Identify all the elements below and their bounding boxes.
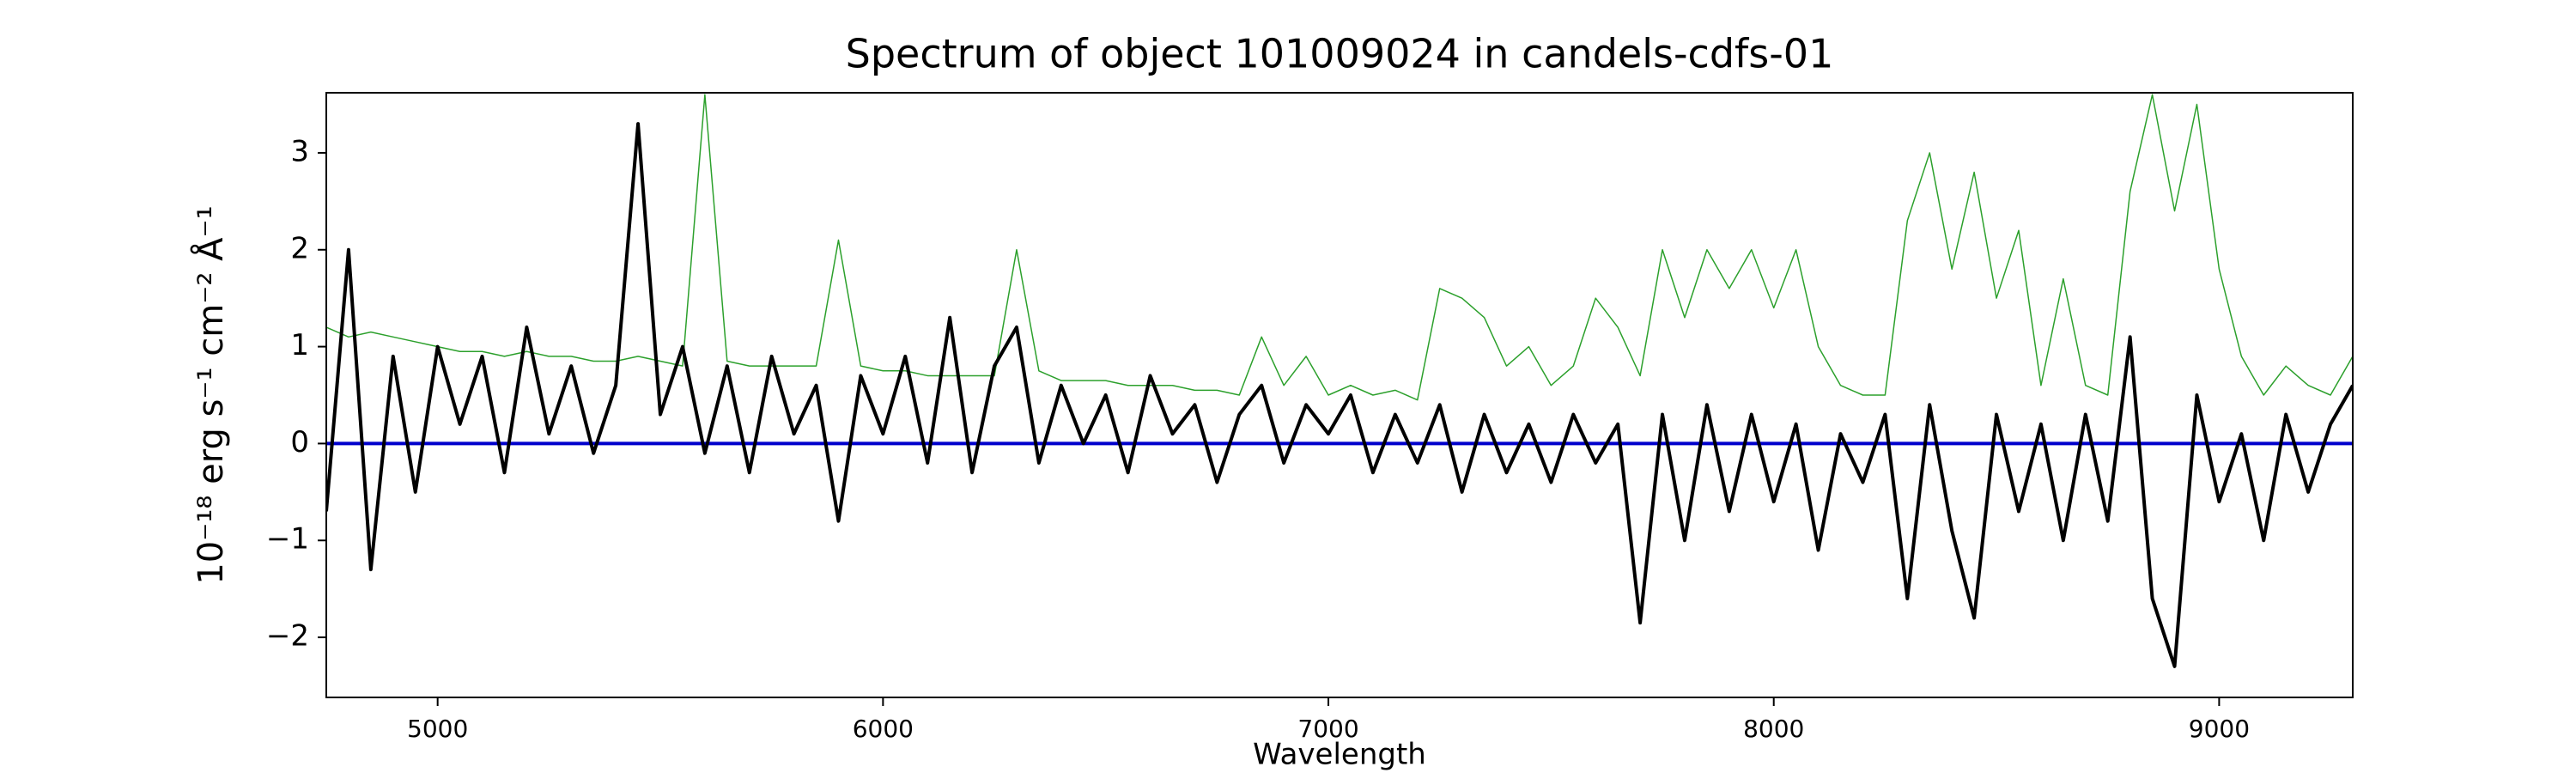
plot-area [326, 94, 2353, 668]
x-tick-label: 8000 [1743, 715, 1804, 743]
chart-title: Spectrum of object 101009024 in candels-… [846, 31, 1834, 77]
y-tick-label: 3 [290, 134, 309, 168]
x-axis-label: Wavelength [1253, 738, 1426, 772]
y-tick-label: −1 [266, 522, 309, 557]
x-tick-label: 5000 [407, 715, 468, 743]
y-axis-label: 10⁻¹⁸ erg s⁻¹ cm⁻² Å⁻¹ [190, 205, 231, 584]
spectrum-line [326, 94, 2353, 401]
y-tick-label: −2 [266, 619, 309, 654]
x-tick-label: 6000 [853, 715, 914, 743]
spectrum-line [326, 122, 2353, 668]
x-tick-label: 7000 [1297, 715, 1358, 743]
y-tick-label: 1 [290, 328, 309, 362]
x-tick-label: 9000 [2189, 715, 2250, 743]
y-tick-label: 0 [290, 425, 309, 460]
y-tick-label: 2 [290, 231, 309, 265]
axes-frame [325, 92, 2354, 698]
